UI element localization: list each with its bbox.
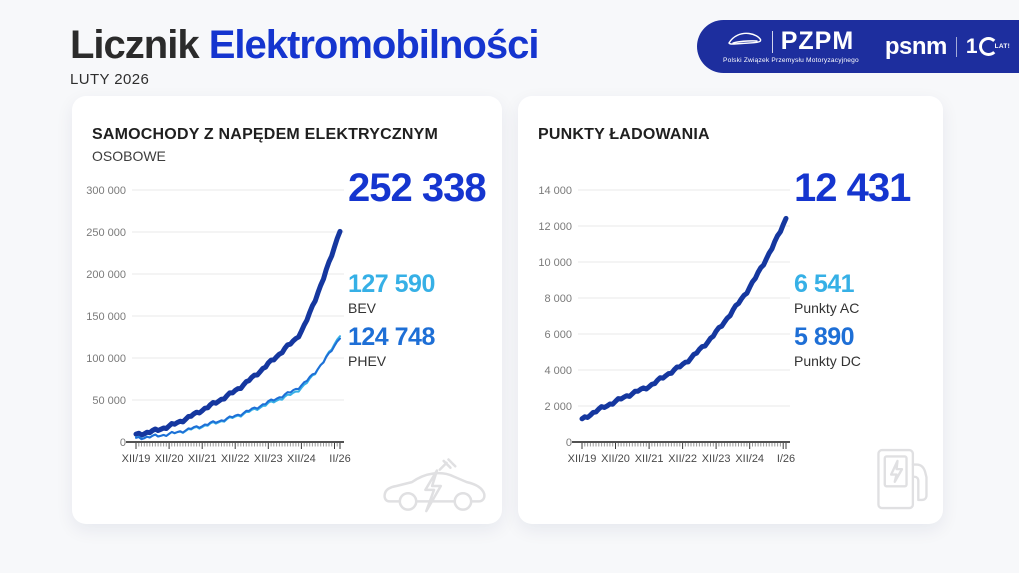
psnm-logo: psnm 1 LAT!	[884, 32, 1010, 60]
logo-divider	[771, 30, 773, 53]
pzpm-wordmark: PZPM	[780, 27, 855, 55]
svg-text:XII/21: XII/21	[635, 453, 664, 465]
svg-text:250 000: 250 000	[86, 227, 126, 239]
page-header: Licznik Elektromobilności LUTY 2026	[70, 23, 540, 88]
svg-text:200 000: 200 000	[86, 269, 126, 281]
charging-points-chart: 0 2 000 4 000 6 000 8 000 10 000 12 000 14 000 X…	[538, 185, 795, 465]
charging-points-total: 12 431	[794, 166, 911, 210]
svg-text:150 000: 150 000	[86, 311, 126, 323]
charging-points-card: PUNKTY ŁADOWANIA 0 2 000 4 000 6 000 8 000 10…	[518, 96, 943, 524]
svg-text:300 000: 300 000	[86, 185, 126, 197]
page-title-dark: Licznik	[70, 23, 200, 67]
ac-points-value: 6 541	[794, 270, 855, 298]
svg-text:II/26: II/26	[329, 453, 350, 465]
pzpm-logo: PZPM Polski Związek Przemysłu Motoryzacy…	[723, 27, 859, 65]
psnm-anniversary-mark: 1 LAT!	[966, 36, 1010, 57]
phev-stat: 124 748 PHEV	[348, 323, 435, 370]
svg-text:8 000: 8 000	[544, 293, 572, 305]
svg-text:50 000: 50 000	[92, 395, 126, 407]
ev-car-icon	[383, 458, 486, 513]
anniversary-number: 1	[965, 35, 978, 58]
logo-divider	[955, 36, 957, 57]
ac-points-stat: 6 541 Punkty AC	[794, 270, 860, 317]
svg-text:12 000: 12 000	[538, 221, 572, 233]
svg-text:XII/23: XII/23	[702, 453, 731, 465]
svg-text:4 000: 4 000	[544, 365, 572, 377]
ev-cars-card-title: SAMOCHODY Z NAPĘDEM ELEKTRYCZNYM	[92, 126, 438, 143]
phev-value: 124 748	[348, 323, 435, 351]
phev-label: PHEV	[348, 353, 387, 369]
ev-cars-total: 252 338	[348, 166, 487, 210]
svg-text:100 000: 100 000	[86, 353, 126, 365]
svg-text:14 000: 14 000	[538, 185, 572, 197]
svg-text:XII/19: XII/19	[122, 453, 151, 465]
page-subtitle-date: LUTY 2026	[70, 71, 150, 88]
svg-text:XII/20: XII/20	[155, 453, 184, 465]
svg-text:XII/23: XII/23	[254, 453, 283, 465]
ev-cars-chart: 0 50 000 100 000 150 000 200 000 250 000 300 0…	[86, 185, 350, 465]
anniversary-zero-icon	[978, 37, 998, 56]
ev-cars-card-subtitle: OSOBOWE	[92, 148, 166, 164]
psnm-wordmark: psnm	[884, 32, 948, 60]
svg-text:XII/22: XII/22	[221, 453, 250, 465]
dc-points-label: Punkty DC	[794, 353, 861, 369]
anniversary-label: LAT!	[994, 43, 1011, 50]
bev-label: BEV	[348, 300, 377, 316]
page-title: Licznik Elektromobilności	[70, 23, 540, 67]
ac-points-label: Punkty AC	[794, 300, 860, 316]
logo-bar: PZPM Polski Związek Przemysłu Motoryzacy…	[697, 20, 1019, 73]
svg-text:XII/20: XII/20	[601, 453, 630, 465]
svg-text:0: 0	[120, 437, 126, 449]
svg-text:XII/22: XII/22	[668, 453, 697, 465]
svg-text:I/26: I/26	[777, 453, 795, 465]
svg-text:2 000: 2 000	[544, 401, 572, 413]
svg-text:6 000: 6 000	[544, 329, 572, 341]
svg-text:XII/24: XII/24	[287, 453, 316, 465]
bev-stat: 127 590 BEV	[348, 270, 435, 317]
pzpm-tagline: Polski Związek Przemysłu Motoryzacyjnego	[723, 57, 859, 64]
charging-points-card-title: PUNKTY ŁADOWANIA	[538, 126, 710, 143]
bev-value: 127 590	[348, 270, 435, 298]
dc-points-stat: 5 890 Punkty DC	[794, 323, 861, 370]
svg-text:10 000: 10 000	[538, 257, 572, 269]
ev-cars-card: SAMOCHODY Z NAPĘDEM ELEKTRYCZNYM OSOBOWE…	[72, 96, 502, 524]
dc-points-value: 5 890	[794, 323, 855, 351]
svg-text:XII/19: XII/19	[568, 453, 597, 465]
pzpm-car-icon	[727, 30, 764, 53]
svg-text:XII/24: XII/24	[735, 453, 764, 465]
page-title-accent: Elektromobilności	[208, 23, 540, 67]
ev-charger-icon	[877, 448, 928, 510]
svg-text:XII/21: XII/21	[188, 453, 217, 465]
svg-text:0: 0	[566, 437, 572, 449]
